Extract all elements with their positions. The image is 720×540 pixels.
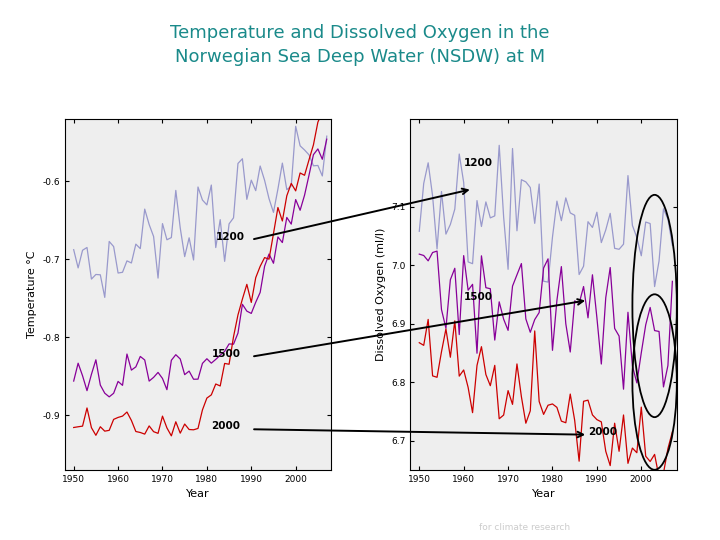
Text: 2000: 2000 — [588, 427, 617, 437]
Text: Temperature and Dissolved Oxygen in the
Norwegian Sea Deep Water (NSDW) at M: Temperature and Dissolved Oxygen in the … — [170, 24, 550, 66]
Text: 1500: 1500 — [464, 292, 492, 302]
Text: Bjerknes Centre: Bjerknes Centre — [464, 502, 585, 515]
Text: 1500: 1500 — [211, 349, 240, 359]
Text: 2000: 2000 — [211, 421, 240, 431]
Text: 1200: 1200 — [216, 232, 245, 242]
Text: for climate research: for climate research — [479, 523, 570, 532]
Y-axis label: Dissolved Oxygen (ml/l): Dissolved Oxygen (ml/l) — [376, 228, 386, 361]
Y-axis label: Temperature °C: Temperature °C — [27, 251, 37, 338]
X-axis label: Year: Year — [186, 489, 210, 499]
X-axis label: Year: Year — [532, 489, 555, 499]
Text: 1200: 1200 — [464, 158, 492, 167]
